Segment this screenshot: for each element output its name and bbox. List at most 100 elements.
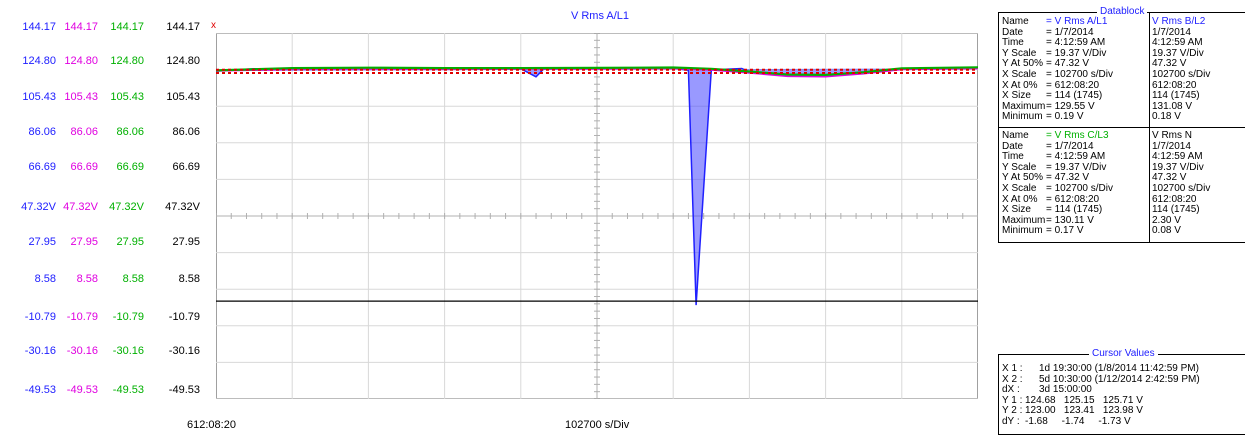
y-tick-label: -10.79 [24, 311, 56, 323]
datablock-value: = 102700 s/Div [1046, 183, 1113, 194]
y-tick-label: 47.32V [109, 201, 144, 213]
y-tick-label: 47.32V [165, 201, 200, 213]
datablock-value: 114 (1745) [1152, 204, 1200, 216]
cursor-value: 123.00 123.41 123.98 V [1025, 405, 1143, 417]
datablock-value: 612:08:20 [1152, 79, 1197, 91]
cursor-value-label: X 1 : [1002, 363, 1023, 374]
datablock-label: Name [1002, 130, 1029, 141]
y-tick-label: 105.43 [22, 91, 56, 103]
datablock-value: = 47.32 V [1046, 172, 1090, 184]
y-tick-label: 144.17 [166, 21, 200, 33]
datablock-value: = 129.55 V [1046, 100, 1095, 112]
y-tick-label: -30.16 [66, 345, 98, 357]
datablock-value: = 612:08:20 [1046, 79, 1100, 91]
cursor-value-label: dY : [1002, 416, 1020, 427]
y-tick-label: 66.69 [172, 161, 200, 173]
datablock-label: Time [1002, 37, 1024, 49]
datablock-value: 19.37 V/Div [1152, 161, 1204, 173]
datablock-value: V Rms B/L2 [1152, 16, 1206, 27]
datablock-value: = 1/7/2014 [1046, 140, 1094, 152]
y-tick-label: 105.43 [166, 91, 200, 103]
datablock-value: 1/7/2014 [1152, 140, 1191, 152]
y-tick-label: -30.16 [24, 345, 56, 357]
y-tick-label: 8.58 [122, 273, 144, 285]
datablock-label: Minimum [1002, 111, 1043, 123]
y-tick-label: 86.06 [70, 126, 98, 138]
datablock-value: 47.32 V [1152, 58, 1187, 70]
y-tick-label: 124.80 [166, 55, 200, 67]
datablock-label: Y Scale [1002, 47, 1037, 59]
y-tick-label: -10.79 [112, 311, 144, 323]
datablock-value: 1/7/2014 [1152, 26, 1191, 38]
y-tick-label: 124.80 [110, 55, 144, 67]
datablock-value: V Rms N [1152, 130, 1192, 141]
y-tick-label: 86.06 [172, 126, 200, 138]
cursor-value-label: dX : [1002, 384, 1020, 396]
datablock-value: = 114 (1745) [1046, 204, 1103, 216]
cursor-value: 3d 15:00:00 [1039, 384, 1092, 396]
datablock-value: = 102700 s/Div [1046, 69, 1113, 80]
datablock-label: X Size [1002, 204, 1031, 216]
datablock-label: X Scale [1002, 69, 1037, 80]
datablock-label: Date [1002, 26, 1024, 38]
cursor-value: 5d 10:30:00 (1/12/2014 2:42:59 PM) [1039, 373, 1200, 385]
datablock-value: = 19.37 V/Div [1046, 161, 1107, 173]
cursor-value: 1d 19:30:00 (1/8/2014 11:42:59 PM) [1039, 363, 1199, 374]
y-tick-label: 27.95 [70, 236, 98, 248]
datablock-value: = V Rms C/L3 [1046, 130, 1109, 141]
datablock-label: Time [1002, 151, 1024, 163]
datablock-label: X At 0% [1002, 193, 1038, 205]
datablock-value: 0.18 V [1152, 111, 1181, 123]
datablock-value: 612:08:20 [1152, 193, 1197, 205]
datablock-label: Y At 50% [1002, 172, 1043, 184]
y-tick-label: 47.32V [21, 201, 56, 213]
datablock-value: = 47.32 V [1046, 58, 1090, 70]
y-tick-label: 105.43 [64, 91, 98, 103]
datablock-value: = V Rms A/L1 [1046, 16, 1108, 27]
cursor-value: -1.68 -1.74 -1.73 V [1025, 416, 1131, 427]
cursor-value: 124.68 125.15 125.71 V [1025, 394, 1143, 406]
y-tick-label: 86.06 [116, 126, 144, 138]
datablock-value: 47.32 V [1152, 172, 1187, 184]
y-tick-label: 144.17 [64, 21, 98, 33]
datablock-value: 4:12:59 AM [1152, 151, 1203, 163]
plot-title: V Rms A/L1 [570, 10, 630, 22]
datablock-value: 114 (1745) [1152, 90, 1200, 102]
datablock-label: Name [1002, 16, 1029, 27]
datablock-label: X Scale [1002, 183, 1037, 194]
y-tick-label: 27.95 [28, 236, 56, 248]
y-tick-label: 124.80 [64, 55, 98, 67]
cursor-value-label: Y 2 : [1002, 405, 1023, 417]
datablock-panel: Datablock Name = V Rms A/L1 V Rms B/L2 Date… [998, 6, 1245, 243]
datablock-value: = 19.37 V/Div [1046, 47, 1107, 59]
x-scale-label: 102700 s/Div [565, 419, 630, 431]
datablock-label: Date [1002, 140, 1024, 152]
datablock-value: 102700 s/Div [1152, 69, 1211, 80]
y-tick-label: 66.69 [28, 161, 56, 173]
datablock-label: Y Scale [1002, 161, 1037, 173]
plot-canvas[interactable] [216, 33, 978, 399]
datablock-value: = 0.17 V [1046, 225, 1084, 237]
y-tick-label: 66.69 [70, 161, 98, 173]
y-tick-label: 144.17 [110, 21, 144, 33]
datablock-value: 4:12:59 AM [1152, 37, 1203, 49]
datablock-label: X At 0% [1002, 79, 1038, 91]
y-tick-label: 144.17 [22, 21, 56, 33]
cursor-values-panel: Cursor Values X 1 : 1d 19:30:00 (1/8/2014… [998, 348, 1245, 435]
series-line [216, 66, 978, 77]
y-tick-label: -30.16 [112, 345, 144, 357]
datablock-value: = 1/7/2014 [1046, 26, 1094, 38]
cursor-marker-icon[interactable]: x [211, 20, 216, 31]
datablock-title: Datablock [1097, 6, 1148, 18]
cursor-value-label: X 2 : [1002, 373, 1023, 385]
y-tick-label: 47.32V [63, 201, 98, 213]
datablock-value: 2.30 V [1152, 214, 1181, 226]
datablock-label: Minimum [1002, 225, 1043, 237]
y-tick-label: -10.79 [66, 311, 98, 323]
y-tick-label: -49.53 [66, 384, 98, 396]
y-tick-label: 8.58 [178, 273, 200, 285]
datablock-label: Maximum [1002, 100, 1046, 112]
x-start-label: 612:08:20 [187, 419, 236, 431]
datablock-value: 131.08 V [1152, 100, 1193, 112]
y-tick-label: 86.06 [28, 126, 56, 138]
